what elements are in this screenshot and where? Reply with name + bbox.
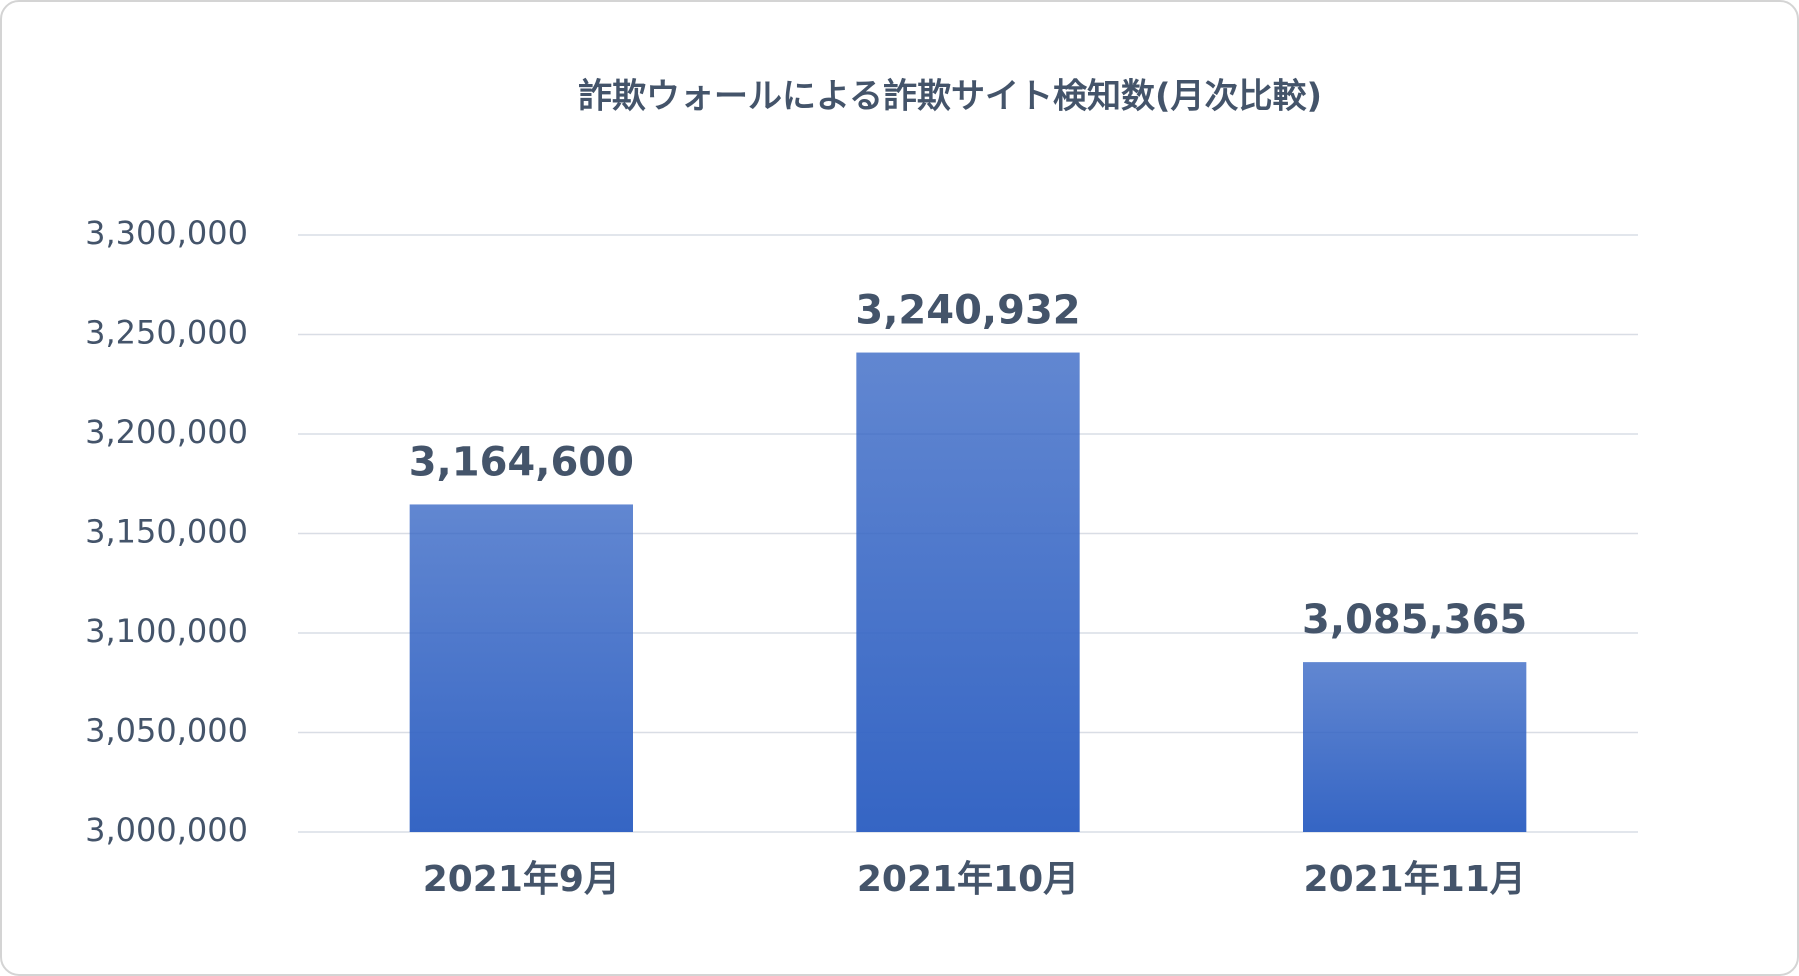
y-tick-label: 3,150,000 <box>85 513 248 551</box>
y-tick-label: 3,000,000 <box>85 811 248 849</box>
y-tick-label: 3,250,000 <box>85 314 248 352</box>
bar <box>1303 662 1527 832</box>
bar <box>856 352 1080 832</box>
y-tick-label: 3,300,000 <box>85 214 248 252</box>
y-tick-label: 3,100,000 <box>85 612 248 650</box>
bar <box>409 504 633 832</box>
x-tick-label: 2021年11月 <box>1304 859 1526 900</box>
y-tick-label: 3,050,000 <box>85 712 248 750</box>
value-label: 3,240,932 <box>855 288 1080 334</box>
chart-title: 詐欺ウォールによる詐欺サイト検知数(月次比較) <box>578 77 1322 117</box>
value-label: 3,085,365 <box>1302 597 1527 643</box>
x-tick-label: 2021年10月 <box>857 859 1079 900</box>
value-label: 3,164,600 <box>409 439 634 485</box>
x-tick-label: 2021年9月 <box>423 859 620 900</box>
y-tick-label: 3,200,000 <box>85 413 248 451</box>
